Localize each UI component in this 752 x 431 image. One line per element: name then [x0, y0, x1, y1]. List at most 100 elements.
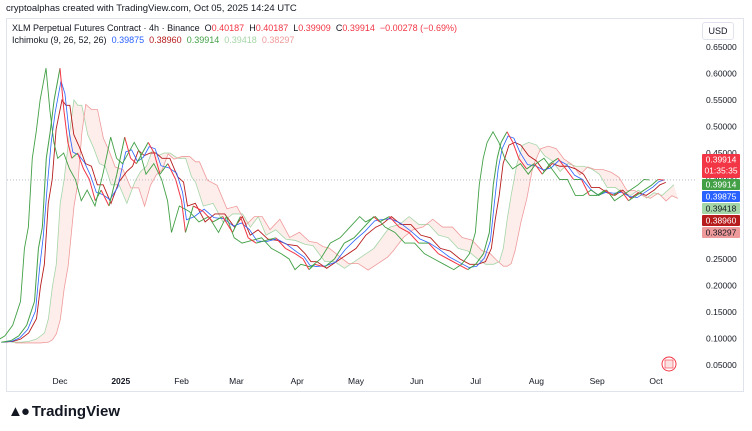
price-segment [565, 168, 575, 180]
last-price-tag-text: 0.39914 [706, 155, 737, 165]
last-price-tag [702, 154, 740, 178]
price-segment [467, 263, 476, 271]
x-tick-label: Sep [590, 376, 605, 386]
price-segment [302, 258, 310, 270]
price-segment [557, 158, 567, 170]
y-tick-label: 0.55000 [706, 95, 737, 105]
price-segment [324, 258, 335, 268]
price-segment [308, 263, 316, 270]
price-segment [45, 131, 51, 159]
lagging-tag-text: 0.39914 [706, 180, 737, 190]
chart-caption: cryptoalphas created with TradingView.co… [6, 3, 297, 14]
price-segment [239, 216, 249, 238]
price-segment [285, 247, 296, 255]
price-segment [389, 216, 400, 228]
price-segment [100, 189, 110, 207]
price-segment [63, 110, 69, 143]
close-label: C [335, 23, 343, 33]
base-tag-text: 0.38960 [706, 216, 737, 226]
y-tick-label: 0.60000 [706, 69, 737, 79]
x-tick-label: Apr [291, 376, 304, 386]
price-segment [77, 152, 84, 170]
base-line [3, 98, 667, 343]
price-segment [438, 253, 449, 260]
low-label: L [293, 23, 299, 33]
price-segment [130, 157, 137, 164]
open-label: O [204, 23, 212, 33]
price-segment [408, 232, 420, 244]
conversion-tag-text: 0.39875 [706, 192, 737, 202]
price-segment [457, 263, 469, 271]
price-segment [167, 163, 177, 180]
price-segment [49, 99, 55, 132]
x-tick-label: Dec [52, 376, 68, 386]
price-segment [581, 179, 590, 196]
price-segment [496, 142, 502, 159]
span-b-line [15, 103, 679, 344]
price-segment [37, 227, 43, 249]
price-segment [612, 189, 621, 196]
price-segment [136, 152, 143, 164]
price-segment [492, 158, 498, 185]
price-segment [518, 158, 528, 170]
price-segment [475, 253, 484, 265]
price-segment [506, 131, 514, 143]
price-segment [232, 216, 241, 233]
span-b-tag-text: 0.38297 [706, 228, 737, 238]
price-segment [526, 163, 535, 170]
price-segment [18, 324, 28, 337]
span-a-line [11, 98, 675, 343]
base-value: 0.38960 [149, 35, 182, 45]
tradingview-logo: ▲● TradingView [8, 403, 120, 420]
y-tick-label: 0.15000 [706, 307, 737, 317]
price-segment [222, 216, 233, 233]
price-segment [379, 216, 390, 223]
price-segment [34, 248, 39, 302]
x-tick-label: May [348, 376, 365, 386]
price-segment [636, 189, 645, 196]
price-segment [10, 335, 20, 342]
x-tick-label: Mar [229, 376, 244, 386]
currency-button[interactable]: USD [702, 22, 734, 40]
price-segment [620, 189, 629, 201]
conversion-tag [702, 191, 740, 202]
price-segment [373, 216, 380, 223]
indicator-legend[interactable]: Ichimoku (9, 26, 52, 26) 0.39875 0.38960… [12, 35, 294, 45]
price-segment [294, 253, 304, 260]
x-tick-label: 2025 [111, 376, 130, 386]
price-segment [181, 200, 186, 233]
price-segment [344, 237, 355, 244]
price-segment [500, 131, 508, 143]
high-value: 0.40187 [255, 23, 289, 33]
flag-body-icon [664, 359, 674, 369]
price-segment [175, 179, 183, 201]
price-segment [202, 210, 214, 223]
x-tick-label: Jul [470, 376, 481, 386]
span-b-value: 0.38297 [261, 35, 295, 45]
y-tick-label: 0.10000 [706, 334, 737, 344]
price-segment [334, 242, 345, 260]
price-segment [275, 237, 286, 249]
lagging-line [0, 68, 650, 340]
symbol-title: XLM Perpetual Futures Contract · 4h · Bi… [12, 23, 200, 33]
conversion-line [2, 80, 665, 343]
price-segment [314, 263, 325, 268]
y-tick-label: 0.05000 [706, 360, 737, 370]
change-value: −0.00278 (−0.69%) [379, 23, 457, 33]
chart-frame[interactable] [6, 18, 744, 392]
x-tick-label: Feb [174, 376, 189, 386]
conversion-value: 0.39875 [111, 35, 145, 45]
indicator-title: Ichimoku (9, 26, 52, 26) [12, 35, 107, 45]
price-segment [193, 205, 204, 212]
price-segment [71, 152, 78, 159]
price-segment [94, 189, 102, 201]
price-segment [141, 142, 149, 154]
brand-name: TradingView [31, 403, 120, 420]
symbol-legend: XLM Perpetual Futures Contract · 4h · Bi… [12, 23, 457, 33]
price-segment [265, 237, 276, 241]
price-segment [1, 340, 12, 343]
price-segment [108, 174, 118, 207]
price-segment [488, 184, 494, 233]
lagging-value: 0.39914 [186, 35, 220, 45]
